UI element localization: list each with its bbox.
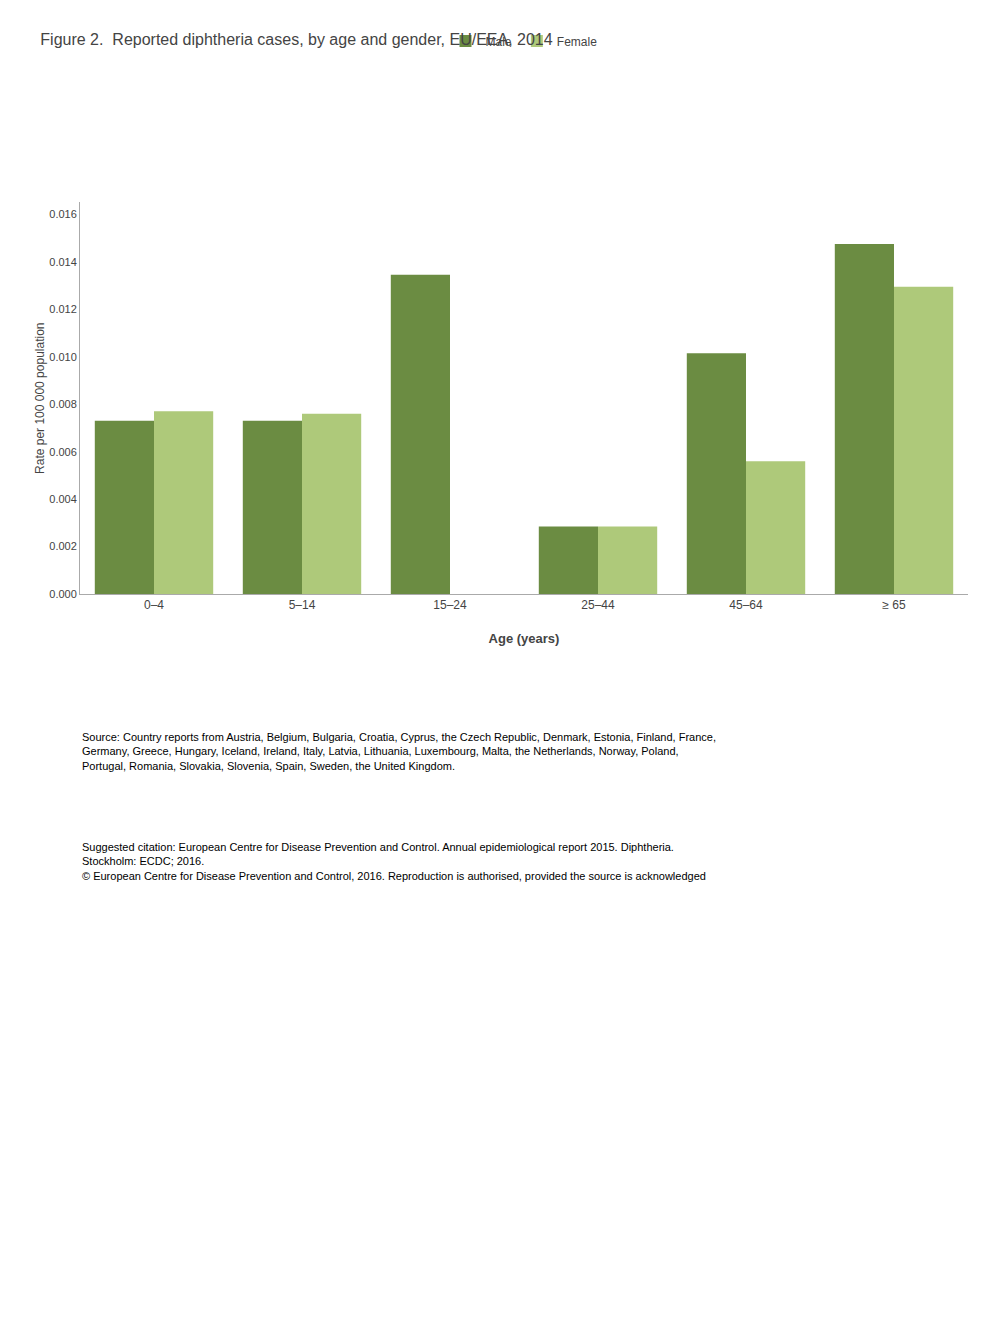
svg-text:15–24: 15–24	[433, 598, 467, 612]
svg-text:0–4: 0–4	[144, 598, 164, 612]
svg-text:0.008: 0.008	[49, 398, 77, 410]
svg-text:0.010: 0.010	[49, 351, 77, 363]
svg-text:45–64: 45–64	[729, 598, 763, 612]
svg-text:Female: Female	[557, 35, 597, 49]
svg-text:0.016: 0.016	[49, 208, 77, 220]
svg-text:Rate per 100 000 population: Rate per 100 000 population	[33, 323, 47, 474]
svg-text:0.000: 0.000	[49, 588, 77, 600]
svg-text:≥ 65: ≥ 65	[882, 598, 906, 612]
svg-text:Age (years): Age (years)	[489, 631, 560, 646]
svg-text:Figure 2. Reported diphtheria: Figure 2. Reported diphtheria cases, by …	[40, 31, 552, 48]
svg-text:Male: Male	[486, 35, 512, 49]
svg-text:25–44: 25–44	[581, 598, 615, 612]
svg-text:5–14: 5–14	[289, 598, 316, 612]
svg-text:0.002: 0.002	[49, 540, 77, 552]
svg-text:0.006: 0.006	[49, 446, 77, 458]
svg-text:0.014: 0.014	[49, 256, 77, 268]
svg-text:Source: Country reports from A: Source: Country reports from Austria, Be…	[82, 731, 716, 772]
svg-text:Suggested citation: European C: Suggested citation: European Centre for …	[82, 841, 706, 882]
svg-text:0.012: 0.012	[49, 303, 77, 315]
svg-text:0.004: 0.004	[49, 493, 77, 505]
